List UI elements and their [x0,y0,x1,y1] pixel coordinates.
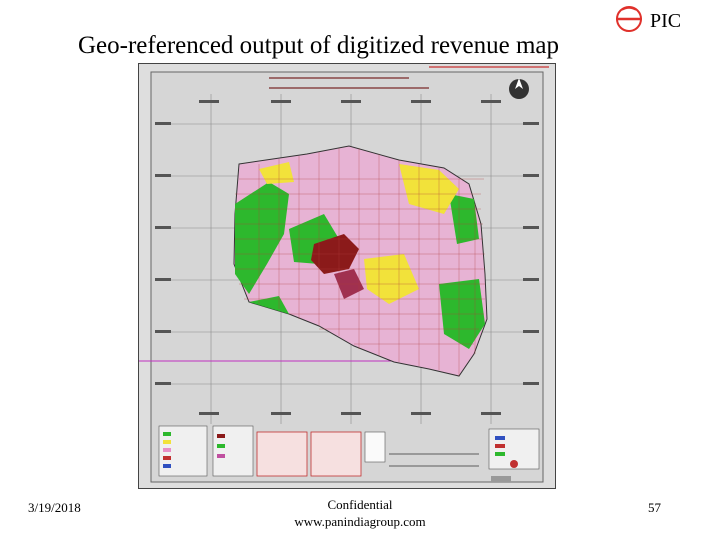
revenue-map-image [138,63,556,489]
slide-date: 3/19/2018 [28,500,81,515]
page-number: 57 [648,500,661,515]
slide-title: Geo-referenced output of digitized reven… [78,32,560,59]
north-arrow-icon [509,78,529,99]
pic-logo-icon [614,4,644,34]
website-label: www.panindiagroup.com [294,514,426,529]
confidential-label: Confidential [327,497,393,512]
brand-label: PIC [650,10,682,32]
slide-footer: Confidential www.panindiagroup.com [250,496,470,530]
